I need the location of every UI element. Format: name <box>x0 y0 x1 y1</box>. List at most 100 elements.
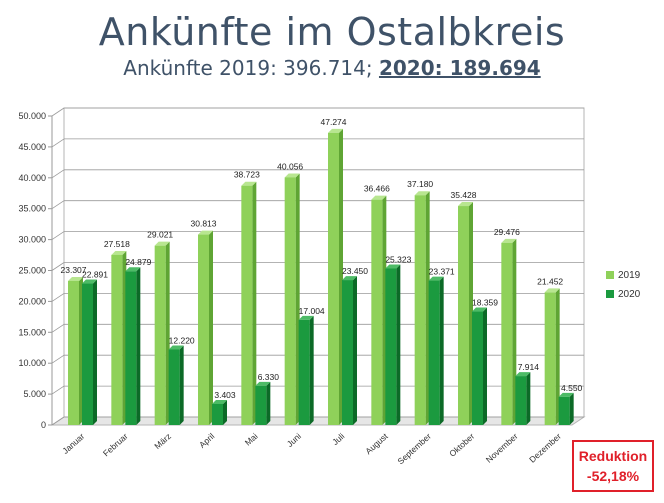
gridline-diag <box>51 323 65 333</box>
y-tick-label: 15.000 <box>18 327 46 337</box>
bar-top-2020 <box>168 345 184 350</box>
data-label-2020: 24.879 <box>125 257 151 267</box>
bar-2019 <box>68 280 79 425</box>
gridline-diag <box>51 200 65 210</box>
y-tick-label: 5.000 <box>23 389 46 399</box>
y-tick-label: 35.000 <box>18 204 46 214</box>
bar-top-2020 <box>212 399 227 404</box>
bar-side-2020 <box>266 381 271 425</box>
data-label-2019: 27.518 <box>104 239 130 249</box>
bar-2019 <box>284 177 296 425</box>
y-tick-label: 50.000 <box>18 111 46 121</box>
bar-2020 <box>168 349 180 425</box>
bar-side-2020 <box>353 276 357 425</box>
bar-2020 <box>298 319 310 425</box>
x-tick-label: April <box>197 431 216 450</box>
bar-side-2020 <box>179 345 184 425</box>
gridline-diag <box>51 416 65 426</box>
data-label-2020: 25.323 <box>385 255 411 265</box>
data-label-2020: 4.550 <box>561 383 583 393</box>
x-tick-label: Oktober <box>447 431 476 459</box>
legend-swatch-2020 <box>606 290 614 298</box>
data-label-2020: 23.371 <box>429 267 455 277</box>
data-label-2019: 23.307 <box>61 265 87 275</box>
bar-side-2020 <box>483 307 487 425</box>
x-tick-label: Januar <box>60 431 86 456</box>
legend-swatch-2019 <box>606 271 614 279</box>
bar-side-2019 <box>555 288 560 425</box>
bar-top-2020 <box>82 279 97 284</box>
x-tick-label: August <box>363 431 390 457</box>
bar-top-2020 <box>428 276 444 281</box>
bar-side-2020 <box>396 264 401 425</box>
data-label-2020: 3.403 <box>214 390 236 400</box>
bar-top-2020 <box>385 264 401 269</box>
gridline-diag <box>51 138 65 148</box>
bar-2020 <box>125 271 137 425</box>
bar-2020 <box>515 376 527 425</box>
bar-2019 <box>414 195 426 425</box>
y-tick-label: 20.000 <box>18 296 46 306</box>
gridline-diag <box>51 385 65 395</box>
bar-2019 <box>111 254 123 425</box>
bar-top-2019 <box>371 195 387 200</box>
data-label-2020: 12.220 <box>169 335 195 345</box>
bar-side-2019 <box>209 230 213 425</box>
bar-top-2019 <box>68 276 83 281</box>
y-tick-label: 40.000 <box>18 173 46 183</box>
bar-2020 <box>342 280 353 425</box>
bar-side-2019 <box>252 181 257 425</box>
bar-top-2020 <box>255 381 271 386</box>
data-label-2020: 23.450 <box>342 266 368 276</box>
data-label-2019: 29.476 <box>494 227 520 237</box>
bar-top-2019 <box>501 238 517 243</box>
gridline-diag <box>51 107 65 117</box>
data-label-2019: 40.056 <box>277 161 303 171</box>
data-label-2020: 17.004 <box>299 306 325 316</box>
reduction-value: -52,18% <box>586 468 640 484</box>
bar-2019 <box>328 132 339 425</box>
x-tick-label: Mai <box>243 431 260 448</box>
bar-top-2020 <box>472 307 487 312</box>
bar-side-2020 <box>93 279 97 425</box>
data-label-2019: 36.466 <box>364 184 390 194</box>
data-label-2019: 37.180 <box>407 179 433 189</box>
x-tick-label: Februar <box>101 431 130 458</box>
bar-2019 <box>371 199 383 425</box>
bar-2020 <box>212 403 223 425</box>
subtitle-2019: Ankünfte 2019: 396.714; <box>123 56 379 80</box>
gridline-diag <box>51 262 65 271</box>
data-label-2019: 30.813 <box>191 219 217 229</box>
bar-2019 <box>198 234 209 425</box>
data-label-2019: 29.021 <box>147 230 173 240</box>
x-tick-label: Juni <box>285 431 303 449</box>
bar-top-2020 <box>342 276 357 281</box>
data-label-2020: 18.359 <box>472 298 498 308</box>
bar-2020 <box>428 280 440 425</box>
x-tick-label: Juli <box>330 431 346 447</box>
bar-top-2019 <box>241 181 257 186</box>
bar-top-2019 <box>284 173 300 178</box>
data-label-2019: 21.452 <box>537 276 563 286</box>
bar-top-2020 <box>558 392 574 397</box>
data-label-2020: 22.891 <box>82 270 108 280</box>
gridline-diag <box>51 231 65 240</box>
x-tick-label: März <box>152 431 173 451</box>
bar-2020 <box>82 283 93 425</box>
bar-2019 <box>154 245 166 425</box>
bar-top-2019 <box>198 230 213 235</box>
data-label-2020: 7.914 <box>518 362 540 372</box>
bar-2019 <box>501 242 513 425</box>
bar-top-2020 <box>125 267 141 272</box>
bar-2020 <box>472 311 483 425</box>
y-tick-label: 30.000 <box>18 235 46 245</box>
bar-2020 <box>255 385 267 425</box>
page-subtitle: Ankünfte 2019: 396.714; 2020: 189.694 <box>0 56 664 80</box>
bar-2020 <box>385 268 397 425</box>
page-title: Ankünfte im Ostalbkreis <box>98 10 566 54</box>
gridline-diag <box>51 293 65 302</box>
bar-side-2020 <box>223 399 227 425</box>
bar-top-2019 <box>328 128 343 133</box>
data-label-2020: 6.330 <box>258 372 280 382</box>
bar-top-2019 <box>154 241 170 246</box>
